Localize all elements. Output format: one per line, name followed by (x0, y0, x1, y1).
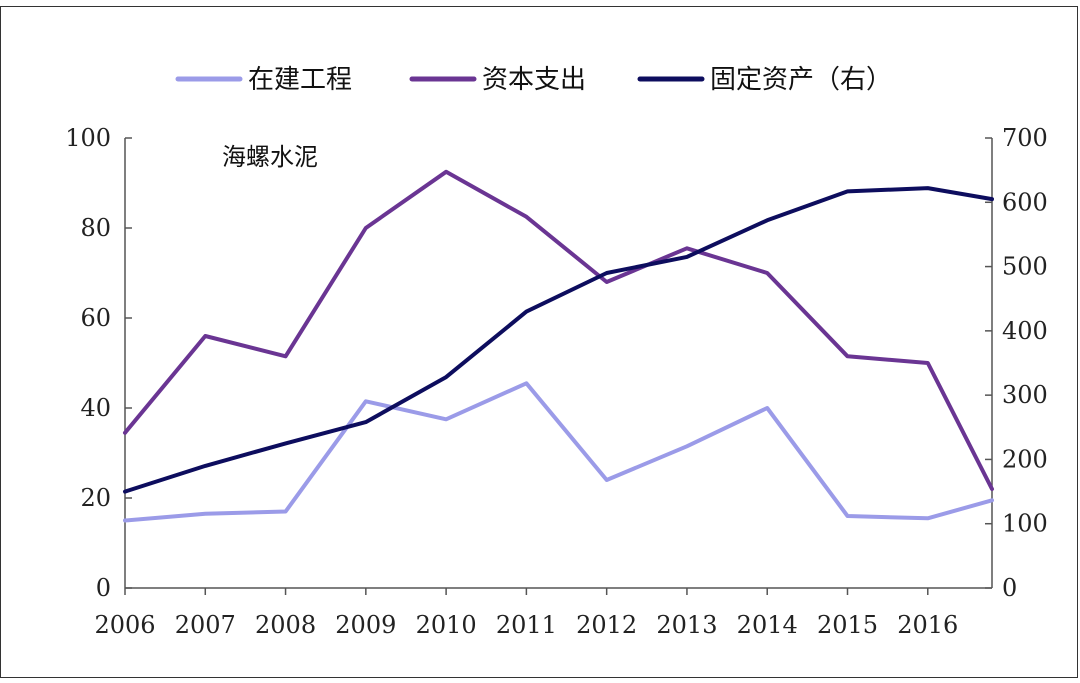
axes: 0 20 40 60 80 100 0 100 200 300 400 500 600 700 2006 20… (65, 124, 1048, 639)
x-tick-label: 2016 (897, 611, 958, 639)
right-tick-label: 100 (1002, 510, 1048, 538)
series-line-2 (123, 169, 994, 491)
x-tick-label: 2009 (335, 611, 396, 639)
right-tick-label: 200 (1002, 445, 1048, 473)
left-tick-label: 40 (80, 394, 111, 422)
left-tick-label: 20 (80, 484, 111, 512)
x-tick-label: 2011 (496, 611, 557, 639)
series-line-3 (123, 186, 994, 494)
right-tick-label: 400 (1002, 317, 1048, 345)
right-tick-label: 300 (1002, 381, 1048, 409)
x-tick-label: 2006 (94, 611, 155, 639)
right-tick-label: 500 (1002, 253, 1048, 281)
right-tick-label: 700 (1002, 124, 1048, 152)
legend: 在建工程 资本支出 固定资产（右） (175, 65, 892, 95)
series-line-1 (123, 381, 994, 523)
x-tick-label: 2013 (656, 611, 717, 639)
x-tick-label: 2014 (737, 611, 798, 639)
x-tick-label: 2010 (416, 611, 477, 639)
legend-label-2: 资本支出 (482, 65, 586, 95)
left-tick-label: 100 (65, 124, 111, 152)
x-tick-label: 2012 (576, 611, 637, 639)
right-tick-label: 0 (1002, 574, 1017, 602)
x-tick-label: 2008 (255, 611, 316, 639)
left-tick-label: 60 (80, 304, 111, 332)
left-tick-label: 0 (96, 574, 111, 602)
right-tick-label: 600 (1002, 188, 1048, 216)
chart-frame (0, 6, 1078, 678)
left-tick-label: 80 (80, 214, 111, 242)
x-tick-label: 2015 (817, 611, 878, 639)
legend-label-3: 固定资产（右） (710, 65, 892, 95)
x-tick-label: 2007 (175, 611, 236, 639)
series-lines (123, 169, 994, 523)
chart-annotation: 海螺水泥 (222, 143, 318, 171)
legend-label-1: 在建工程 (248, 65, 352, 95)
